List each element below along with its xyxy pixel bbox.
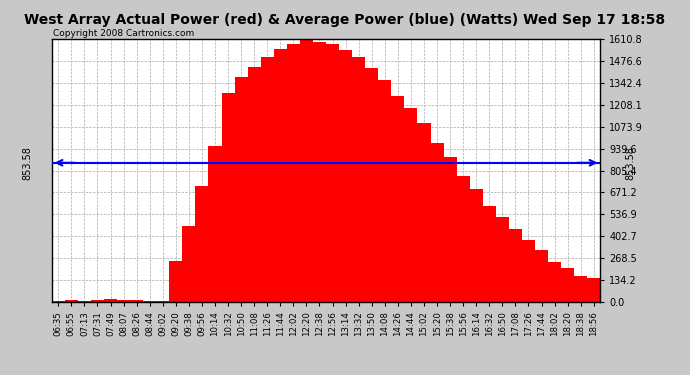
Bar bbox=[496, 217, 509, 302]
Text: West Array Actual Power (red) & Average Power (blue) (Watts) Wed Sep 17 18:58: West Array Actual Power (red) & Average … bbox=[24, 13, 666, 27]
Bar bbox=[365, 68, 378, 302]
Bar bbox=[561, 268, 574, 302]
Bar bbox=[391, 96, 404, 302]
Bar bbox=[548, 262, 561, 302]
Bar bbox=[535, 250, 548, 302]
Bar bbox=[574, 276, 587, 302]
Bar bbox=[287, 44, 300, 302]
Bar bbox=[78, 301, 91, 302]
Bar bbox=[169, 261, 182, 302]
Bar bbox=[313, 42, 326, 302]
Bar bbox=[104, 300, 117, 302]
Bar bbox=[65, 300, 78, 302]
Bar bbox=[483, 206, 496, 302]
Bar bbox=[91, 300, 104, 302]
Bar bbox=[444, 158, 457, 302]
Bar bbox=[195, 186, 208, 302]
Text: Copyright 2008 Cartronics.com: Copyright 2008 Cartronics.com bbox=[53, 29, 194, 38]
Text: 853.58: 853.58 bbox=[625, 146, 635, 180]
Bar bbox=[182, 226, 195, 302]
Bar bbox=[352, 57, 365, 302]
Bar bbox=[248, 67, 261, 302]
Bar bbox=[261, 57, 274, 302]
Bar bbox=[509, 229, 522, 302]
Bar bbox=[522, 240, 535, 302]
Bar bbox=[300, 40, 313, 302]
Bar bbox=[117, 300, 130, 302]
Bar bbox=[208, 146, 221, 302]
Bar bbox=[457, 176, 470, 302]
Bar bbox=[404, 108, 417, 302]
Bar bbox=[156, 301, 169, 302]
Bar bbox=[470, 189, 483, 302]
Bar bbox=[221, 93, 235, 302]
Bar bbox=[417, 123, 431, 302]
Bar bbox=[339, 50, 352, 302]
Bar bbox=[587, 278, 600, 302]
Text: 853.58: 853.58 bbox=[22, 146, 32, 180]
Bar bbox=[378, 80, 391, 302]
Bar bbox=[235, 77, 248, 302]
Bar bbox=[326, 44, 339, 302]
Bar bbox=[274, 49, 287, 302]
Bar bbox=[431, 143, 444, 302]
Bar bbox=[130, 300, 144, 302]
